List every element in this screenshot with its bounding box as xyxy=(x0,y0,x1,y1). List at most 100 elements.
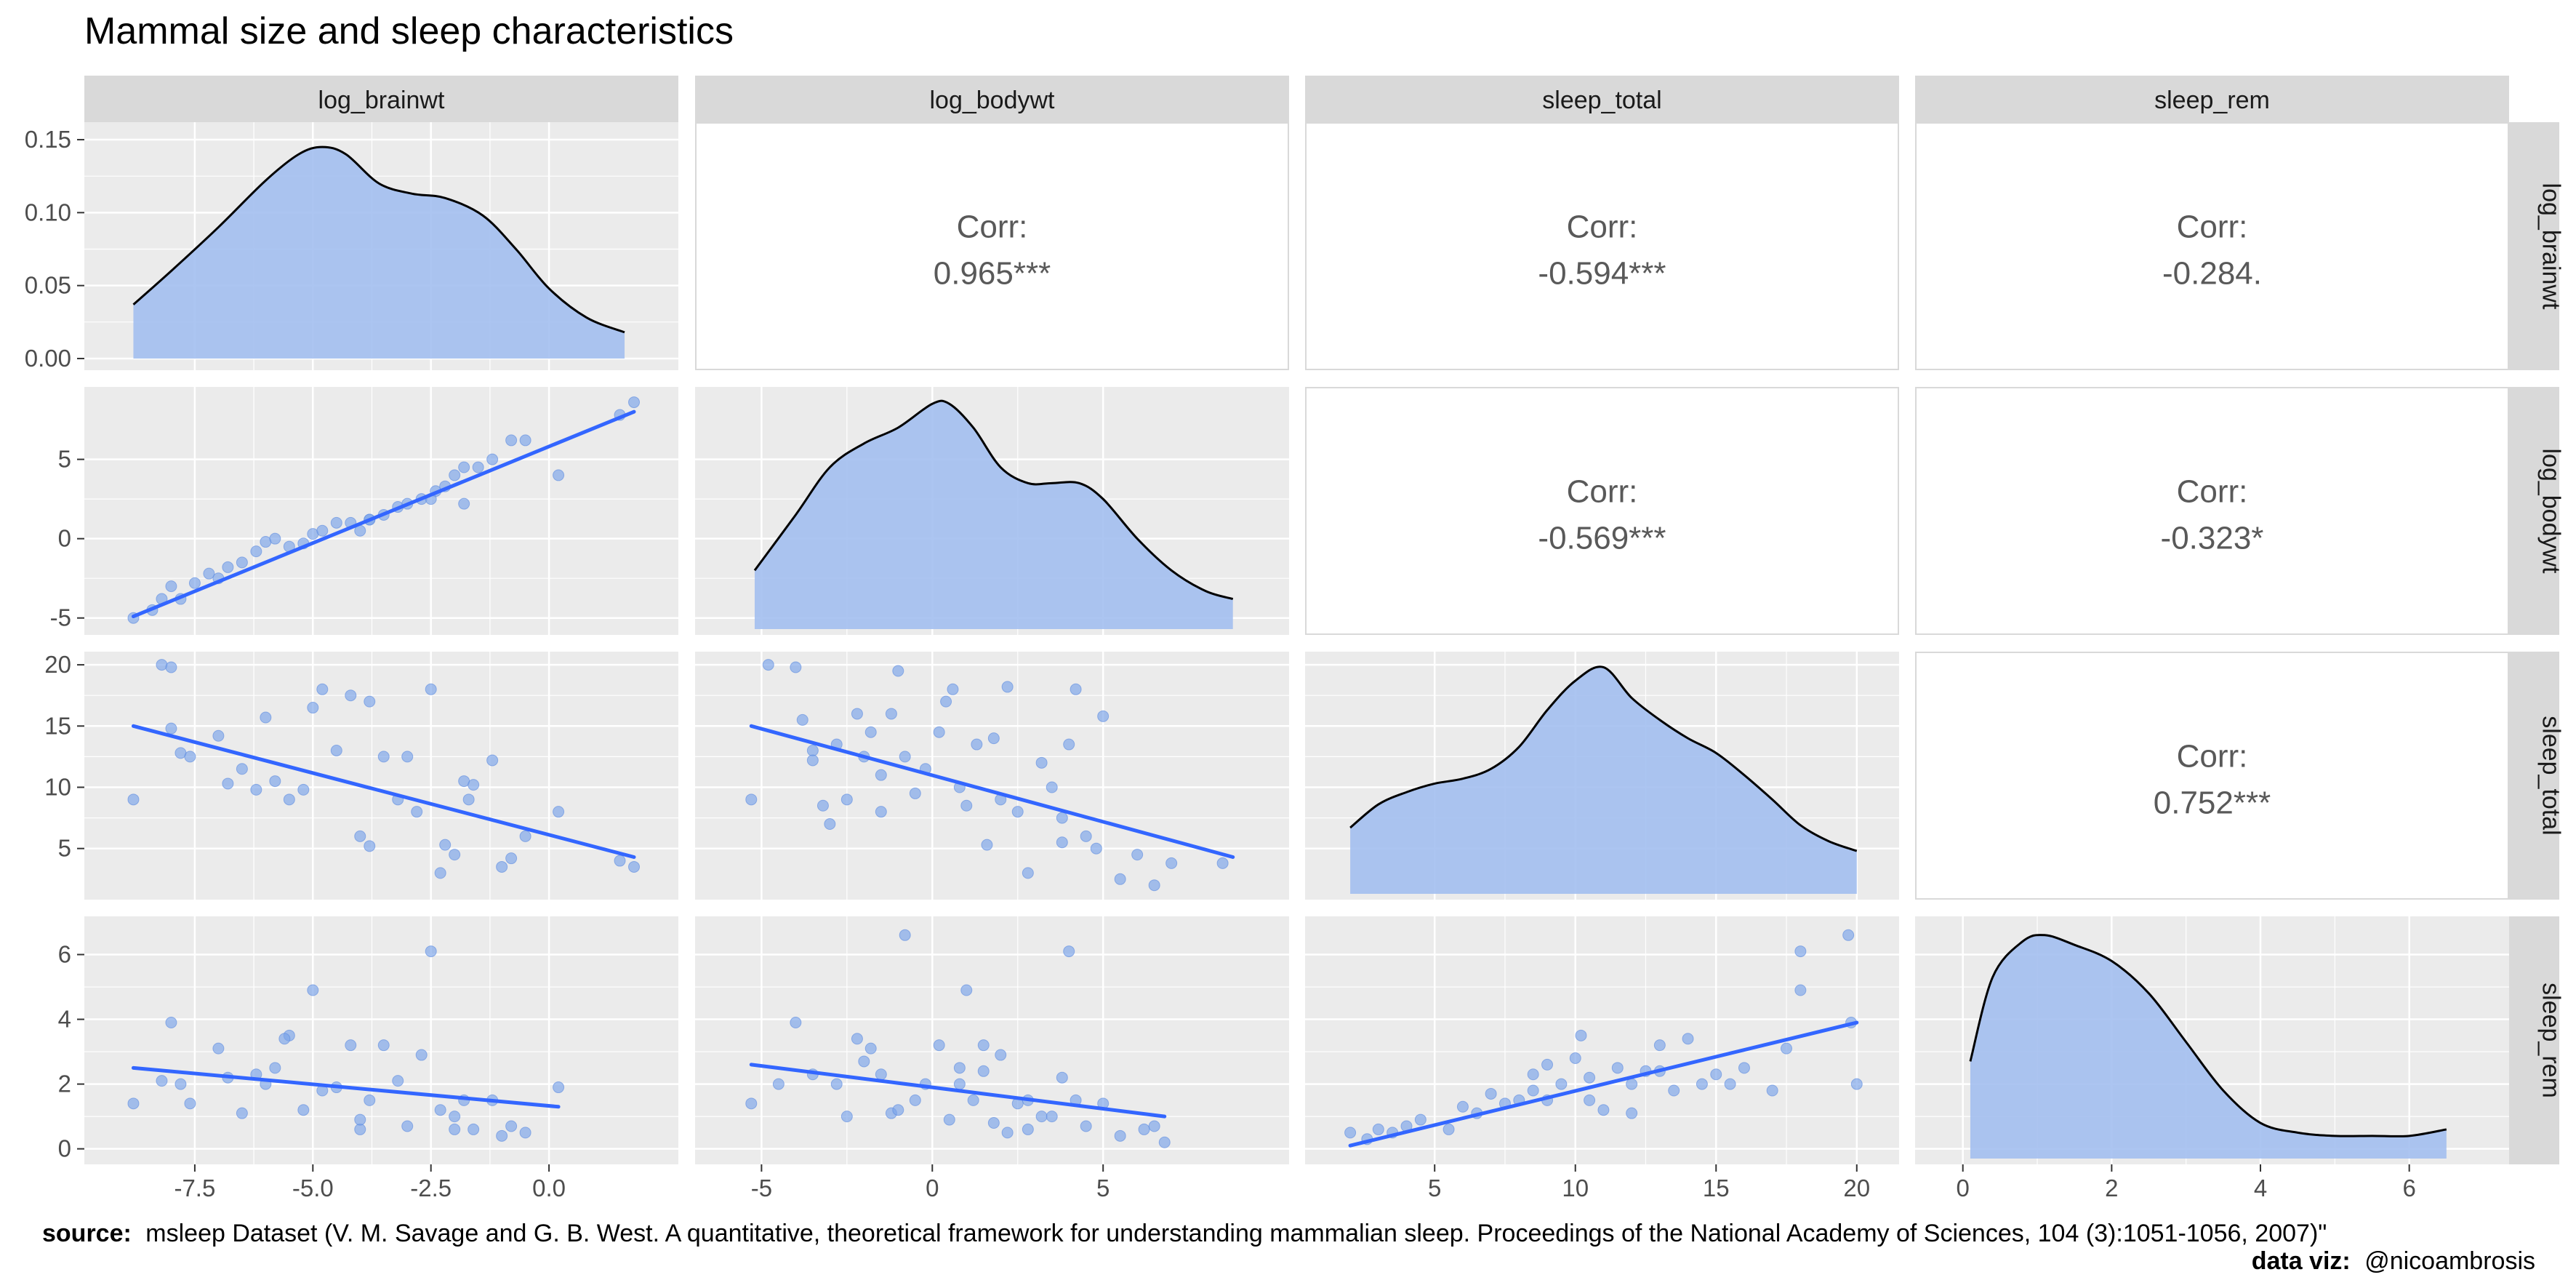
corr-label: Corr: xyxy=(2177,209,2248,245)
corr-label: Corr: xyxy=(2177,474,2248,510)
scatter-point xyxy=(392,1075,404,1087)
chart-title: Mammal size and sleep characteristics xyxy=(84,10,734,52)
strip-top-label-sleep_rem: sleep_rem xyxy=(2154,87,2270,114)
scatter-point xyxy=(236,763,248,775)
scatter-point xyxy=(864,726,877,738)
corr-value: -0.323* xyxy=(2161,521,2264,556)
scatter-point xyxy=(864,1042,877,1055)
y-tick-label: 6 xyxy=(58,941,71,968)
y-tick-label: 5 xyxy=(58,835,71,862)
scatter-point xyxy=(977,1065,990,1077)
scatter-point xyxy=(401,1120,414,1132)
scatter-point xyxy=(462,793,475,806)
y-tick-label: 0.10 xyxy=(25,199,71,225)
x-tick-label: -5 xyxy=(751,1175,772,1201)
scatter-point xyxy=(425,683,437,695)
scatter-point xyxy=(156,1075,168,1087)
scatter-point xyxy=(830,1078,843,1090)
scatter-point xyxy=(1842,929,1855,941)
scatter-point xyxy=(519,830,531,842)
panel-r2-c0 xyxy=(84,652,678,900)
scatter-point xyxy=(553,1081,565,1094)
scatter-point xyxy=(1148,1120,1160,1132)
scatter-point xyxy=(1766,1084,1778,1097)
scatter-point xyxy=(790,1017,802,1029)
scatter-point xyxy=(434,1104,446,1116)
corr-value: 0.965*** xyxy=(934,256,1051,292)
scatter-point xyxy=(377,1039,390,1052)
scatter-point xyxy=(486,754,499,767)
panel-grid: Corr:0.965***Corr:-0.594***Corr:-0.284.C… xyxy=(84,122,2509,1164)
corr-label: Corr: xyxy=(1567,474,1638,510)
panel-bg xyxy=(84,652,678,900)
scatter-point xyxy=(1794,984,1807,996)
scatter-point xyxy=(1575,1029,1587,1041)
strip-top-label-log_brainwt: log_brainwt xyxy=(318,87,445,114)
x-tick-label: -5.0 xyxy=(292,1175,334,1201)
strip-right-log_bodywt xyxy=(2509,387,2559,635)
scatter-point xyxy=(995,1049,1007,1061)
scatter-point xyxy=(496,860,508,873)
scatter-point xyxy=(851,1033,863,1045)
scatter-point xyxy=(806,754,819,767)
scatter-point xyxy=(496,1129,508,1142)
scatter-point xyxy=(806,744,819,756)
scatter-point xyxy=(283,793,295,806)
x-tick-label: -2.5 xyxy=(410,1175,452,1201)
scatter-point xyxy=(858,1055,870,1068)
y-tick-label: 10 xyxy=(44,773,71,800)
scatter-point xyxy=(1114,1129,1126,1142)
scatter-point xyxy=(1781,1042,1793,1055)
scatter-point xyxy=(1097,710,1110,722)
scatter-point xyxy=(772,1078,785,1090)
scatter-point xyxy=(745,793,758,806)
scatter-point xyxy=(1011,806,1024,818)
scatter-point xyxy=(458,497,470,510)
scatter-point xyxy=(875,1068,887,1081)
scatter-point xyxy=(1850,1078,1863,1090)
caption-source-label: source: xyxy=(42,1220,132,1247)
density-area xyxy=(133,147,625,359)
scatter-point xyxy=(1138,1123,1150,1135)
scatter-point xyxy=(1626,1107,1638,1119)
scatter-point xyxy=(899,751,911,763)
scatter-point xyxy=(1372,1123,1384,1135)
x-tick-label: 5 xyxy=(1096,1175,1110,1201)
scatter-point xyxy=(449,849,461,861)
scatter-point xyxy=(790,661,802,673)
scatter-point xyxy=(1527,1084,1539,1097)
scatter-point xyxy=(212,1042,225,1055)
scatter-point xyxy=(364,840,376,852)
strip-top-label-sleep_total: sleep_total xyxy=(1542,87,1661,114)
scatter-point xyxy=(1063,945,1075,958)
scatter-point xyxy=(354,1113,366,1126)
scatter-point xyxy=(269,775,281,788)
scatter-point xyxy=(1158,1136,1171,1148)
scatter-point xyxy=(1414,1113,1427,1126)
scatter-point xyxy=(1056,1071,1068,1084)
scatter-point xyxy=(987,732,1000,745)
density-area xyxy=(754,401,1233,629)
fit-line xyxy=(131,1065,561,1109)
scatter-point xyxy=(439,839,452,851)
strip-right-label-log_bodywt: log_bodywt xyxy=(2537,448,2565,574)
panel-r3-c2 xyxy=(1305,916,1899,1164)
panel-r1-c2: Corr: -0.569*** xyxy=(1305,387,1899,635)
scatter-point xyxy=(553,806,565,818)
scatter-point xyxy=(1485,1087,1497,1100)
corr-panel-bg xyxy=(1305,387,1899,635)
scatter-point xyxy=(127,793,140,806)
panel-r3-c3 xyxy=(1915,916,2509,1164)
scatter-point xyxy=(354,830,366,842)
scatter-point xyxy=(892,1104,904,1116)
panel-r2-c1 xyxy=(695,652,1289,900)
scatter-point xyxy=(174,1078,187,1090)
panel-r2-c2 xyxy=(1305,652,1899,900)
scatter-point xyxy=(1001,1127,1014,1139)
scatter-point xyxy=(1738,1062,1750,1074)
scatter-point xyxy=(1456,1100,1469,1113)
scatter-point xyxy=(316,524,329,537)
scatter-point xyxy=(468,779,480,791)
scatter-point xyxy=(222,561,234,573)
